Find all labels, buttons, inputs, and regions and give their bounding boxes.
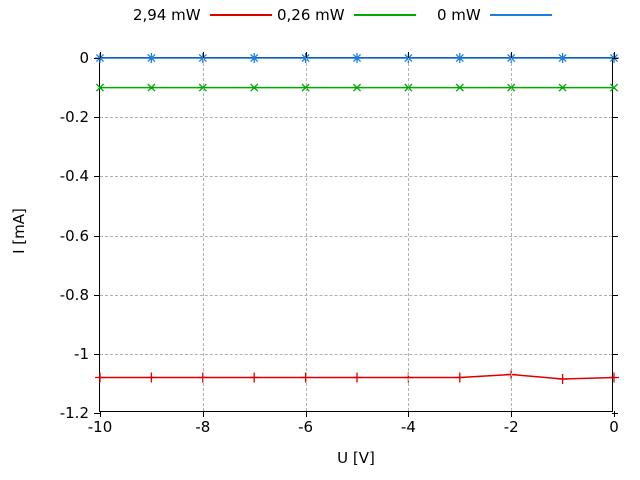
legend-sample-cross-icon: [353, 8, 416, 22]
x-tick-label: -8: [195, 418, 211, 436]
y-tick-mark: [94, 176, 100, 178]
y-tick-mark-right: [612, 176, 618, 178]
y-tick-mark: [94, 413, 100, 414]
y-tick-label: -0.8: [59, 285, 89, 304]
y-gridline: [100, 176, 612, 178]
y-tick-label: -0.2: [59, 108, 89, 127]
x-tick-mark: [614, 411, 615, 417]
x-tick-mark: [305, 411, 307, 417]
legend-sample-star-icon: [489, 8, 552, 22]
legend-entry-1[interactable]: 0,26 mW: [277, 2, 416, 28]
x-tick-mark-top: [614, 52, 615, 58]
y-tick-mark-right: [612, 117, 618, 119]
y-tick-mark-right: [612, 235, 618, 237]
y-tick-mark: [94, 294, 100, 296]
series-line: [100, 373, 615, 380]
y-tick-label: -1.2: [59, 404, 89, 422]
x-axis-title: U [V]: [337, 449, 375, 467]
legend-label-0: 2,94 mW: [133, 6, 201, 24]
y-tick-mark: [94, 353, 100, 355]
y-gridline: [100, 235, 612, 237]
y-tick-mark: [94, 235, 100, 237]
legend-entry-0[interactable]: 2,94 mW: [133, 2, 272, 28]
y-tick-label: -1: [74, 344, 89, 363]
y-tick-label: 0: [79, 49, 89, 67]
series-markers: [95, 53, 619, 63]
legend-label-1: 0,26 mW: [277, 6, 345, 24]
series-markers: [95, 83, 619, 92]
x-gridline: [305, 58, 307, 411]
y-tick-label: -0.4: [59, 167, 89, 186]
x-tick-mark-top: [100, 52, 101, 58]
x-gridline: [511, 58, 513, 411]
series-2: [95, 53, 619, 63]
y-tick-mark-right: [612, 294, 618, 296]
x-tick-label: -6: [298, 418, 314, 436]
x-gridline: [408, 58, 410, 411]
y-tick-mark-right: [612, 413, 618, 414]
y-tick-mark-right: [612, 58, 618, 59]
x-tick-mark: [202, 411, 204, 417]
plot-area: -10 -8 -6 -4 -2 0 0 -0.2 -0.4 -0.6 -0.8 -1 -1.2: [60, 49, 619, 436]
y-axis-title: I [mA]: [10, 208, 28, 254]
chart-legend: 2,94 mW 0,26 mW 0 mW: [0, 0, 640, 32]
x-tick-mark-top: [511, 52, 513, 58]
x-tick-label: -4: [400, 418, 416, 436]
y-tick-mark-right: [612, 353, 618, 355]
x-tick-mark-top: [305, 52, 307, 58]
x-tick-mark-top: [202, 52, 204, 58]
legend-sample-plus-icon: [209, 8, 272, 22]
y-tick-label: -0.6: [59, 226, 89, 245]
legend-label-2: 0 mW: [437, 6, 481, 24]
x-tick-mark: [100, 411, 101, 417]
x-tick-label: 0: [609, 418, 619, 436]
series-1: [95, 83, 619, 92]
y-gridline: [100, 353, 612, 355]
x-tick-label: -10: [87, 418, 113, 436]
series-0: [95, 369, 619, 384]
x-tick-label: -2: [503, 418, 519, 436]
x-gridline: [202, 58, 204, 411]
y-tick-mark: [94, 117, 100, 119]
x-tick-mark-top: [408, 52, 410, 58]
y-gridline: [100, 117, 612, 119]
y-tick-mark: [94, 58, 100, 59]
y-gridline: [100, 294, 612, 296]
x-tick-mark: [511, 411, 513, 417]
legend-entry-2[interactable]: 0 mW: [437, 2, 552, 28]
series-markers: [95, 369, 619, 384]
x-tick-mark: [408, 411, 410, 417]
